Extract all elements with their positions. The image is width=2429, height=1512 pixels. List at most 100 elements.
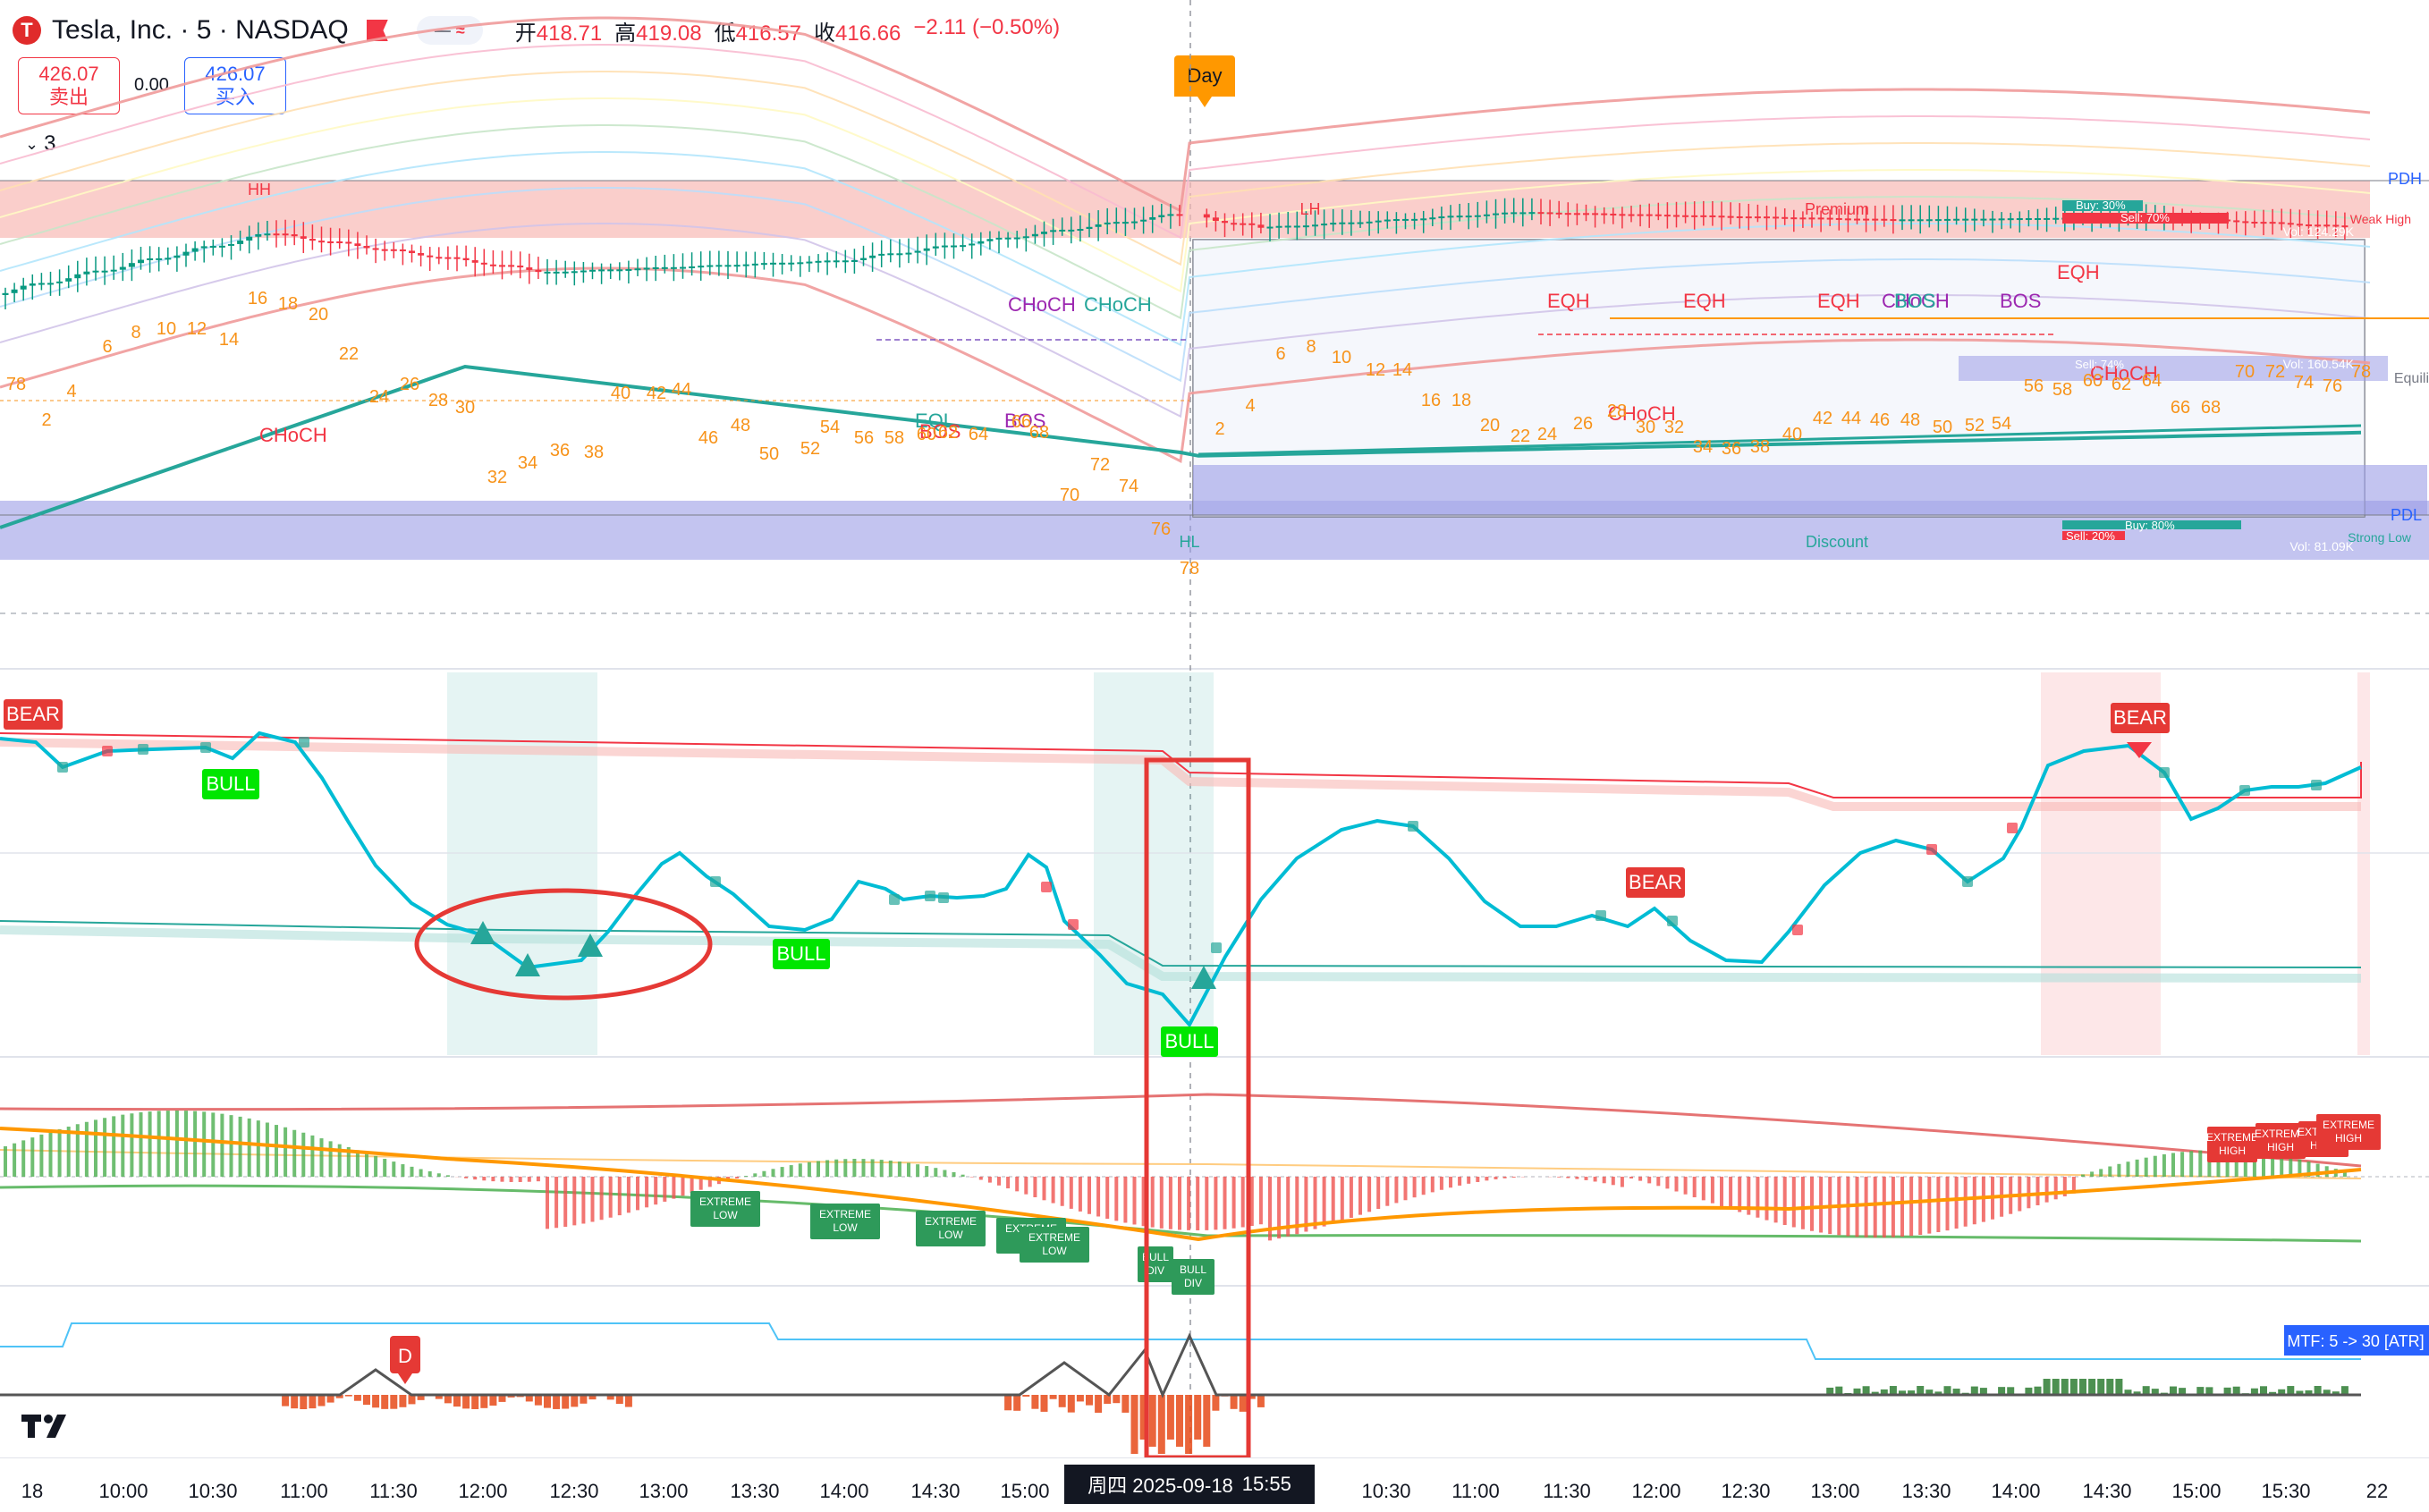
candle-body	[589, 270, 596, 272]
candle-body	[1538, 212, 1545, 214]
bear-signal-tag: BEAR	[1626, 867, 1685, 898]
candle-body	[1484, 215, 1490, 216]
candle-body	[887, 253, 893, 255]
candle-body	[1050, 230, 1056, 232]
candle-body	[1944, 219, 1951, 221]
swing-number: 10	[157, 319, 176, 339]
d-marker-pointer	[398, 1373, 412, 1384]
mtf-bar	[345, 1395, 352, 1397]
candle-body	[210, 246, 216, 248]
time-tick: 12:00	[1631, 1480, 1680, 1503]
extreme-low-tag-text: EXTREME	[819, 1208, 871, 1221]
hl-label: HL	[1179, 533, 1199, 551]
candle-body	[508, 265, 514, 266]
mtf-bar	[1113, 1395, 1120, 1403]
swing-number: 40	[1782, 425, 1802, 444]
tradingview-logo-icon[interactable]	[21, 1411, 77, 1440]
candle-body	[906, 253, 912, 255]
mtf-bar	[1121, 1395, 1129, 1413]
signal-marker	[1068, 919, 1079, 930]
candle-body	[869, 256, 876, 258]
swing-number: 66	[1011, 412, 1031, 432]
mtf-bar	[291, 1395, 298, 1408]
mtf-bar	[544, 1395, 551, 1408]
candle-body	[1149, 217, 1155, 220]
swing-number: 22	[1511, 427, 1530, 446]
candle-body	[138, 260, 144, 264]
mtf-bar	[2088, 1379, 2095, 1395]
pdl-zone	[1193, 465, 2427, 515]
signal-marker	[2239, 785, 2250, 796]
candle-body	[924, 249, 930, 251]
time-tick: 12:30	[549, 1480, 598, 1503]
eqh-label: EQH	[1683, 290, 1726, 312]
swing-number: 28	[1607, 401, 1627, 421]
bos-label: BOS	[1894, 290, 1935, 312]
sell-volume-label: Sell: 70%	[2120, 211, 2170, 224]
candle-body	[860, 258, 867, 260]
swing-number: 56	[854, 428, 874, 448]
candle-body	[1122, 222, 1129, 224]
swing-number: 6	[102, 337, 112, 357]
candle-body	[111, 270, 117, 272]
candle-body	[463, 258, 470, 260]
candle-body	[1158, 215, 1164, 217]
signal-marker	[57, 762, 68, 773]
mtf-bar	[1167, 1395, 1174, 1440]
bull-div-tag-text: DIV	[1184, 1277, 1202, 1289]
choch-label: CHoCH	[1008, 293, 1076, 316]
candle-body	[1511, 212, 1517, 214]
candle-body	[2044, 218, 2050, 220]
candle-body	[680, 267, 686, 269]
mtf-bar	[1086, 1395, 1093, 1406]
time-tick: 11:30	[369, 1480, 417, 1503]
candle-body	[526, 267, 532, 270]
candle-body	[625, 269, 631, 271]
candle-body	[1276, 226, 1282, 228]
candle-body	[1402, 219, 1409, 221]
mtf-bar	[571, 1395, 578, 1406]
time-tick: 13:00	[639, 1480, 688, 1503]
candle-body	[1574, 213, 1580, 215]
swing-number: 78	[6, 375, 26, 394]
mtf-bar	[399, 1395, 406, 1407]
candle-body	[1321, 224, 1327, 225]
candle-body	[12, 290, 18, 293]
choch-label: CHoCH	[259, 424, 327, 446]
candle-body	[1719, 215, 1725, 217]
candle-body	[698, 266, 704, 267]
mtf-bar	[1194, 1395, 1201, 1440]
signal-marker	[889, 894, 900, 905]
candle-body	[274, 233, 280, 235]
swing-number: 64	[2142, 371, 2162, 391]
swing-number: 54	[820, 418, 840, 437]
candle-body	[264, 233, 270, 235]
candle-body	[1448, 215, 1454, 217]
candle-body	[1285, 225, 1291, 227]
bear-zone	[2357, 672, 2370, 1055]
swing-number: 52	[1965, 416, 1985, 435]
mtf-bar	[1013, 1395, 1020, 1411]
d-marker-text: D	[398, 1345, 412, 1367]
swing-number: 38	[584, 443, 604, 462]
mtf-bar	[1203, 1395, 1210, 1447]
mtf-bar	[480, 1395, 487, 1408]
candle-body	[490, 265, 496, 266]
candle-body	[1131, 222, 1138, 224]
candle-body	[1240, 224, 1246, 225]
candle-body	[300, 236, 307, 239]
candle-body	[996, 238, 1003, 240]
swing-number: 70	[1060, 486, 1079, 505]
candle-body	[1032, 234, 1038, 236]
swing-number: 8	[1306, 337, 1316, 357]
time-tick: 14:00	[819, 1480, 868, 1503]
candle-body	[1872, 219, 1878, 221]
mtf-bar	[1059, 1395, 1066, 1407]
candle-body	[1755, 216, 1761, 218]
candle-body	[1592, 213, 1598, 215]
candle-body	[129, 263, 135, 266]
swing-number: 32	[1664, 418, 1684, 437]
extreme-low-tag-text: EXTREME	[1028, 1231, 1080, 1244]
candle-body	[842, 260, 849, 262]
